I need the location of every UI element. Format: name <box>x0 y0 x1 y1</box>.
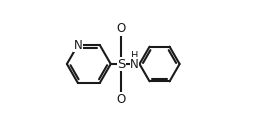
Text: S: S <box>117 57 125 71</box>
Text: O: O <box>117 22 126 35</box>
Text: O: O <box>117 93 126 106</box>
Text: H: H <box>131 51 138 61</box>
Text: N: N <box>73 39 82 52</box>
Text: N: N <box>130 57 139 71</box>
